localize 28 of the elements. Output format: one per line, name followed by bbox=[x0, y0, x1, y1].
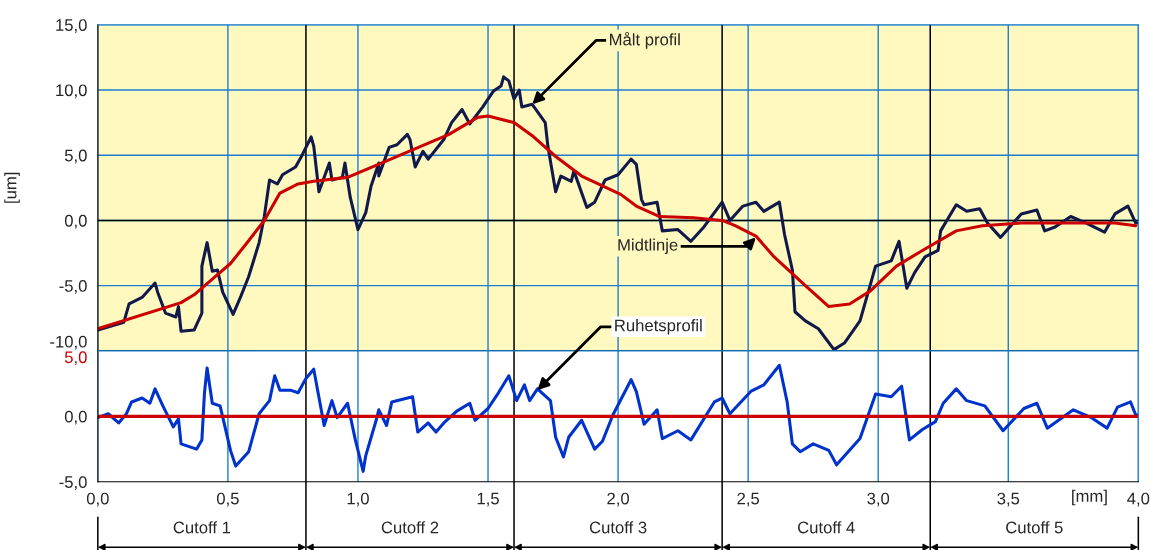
x-tick-label: 2,0 bbox=[607, 492, 630, 507]
x-tick-label: 0,5 bbox=[216, 492, 239, 507]
x-tick-label: 2,5 bbox=[737, 492, 760, 507]
y-tick-label: 5,0 bbox=[64, 149, 87, 164]
x-tick-label: 0,0 bbox=[86, 492, 109, 507]
x-tick-label: 3,5 bbox=[997, 492, 1020, 507]
y-tick-label: 15,0 bbox=[56, 19, 87, 33]
x-tick-label: 1,0 bbox=[347, 492, 369, 507]
y-tick-label: 10,0 bbox=[56, 84, 87, 99]
y-tick-label: 0,0 bbox=[64, 410, 87, 425]
y-tick-label: 5,0 bbox=[64, 351, 87, 366]
text: Cutoff 3 bbox=[589, 521, 647, 534]
annotation: Midtlinje bbox=[618, 238, 678, 255]
text: Cutoff 4 bbox=[798, 521, 855, 534]
text: Cutoff 2 bbox=[381, 521, 439, 534]
text: Cutoff 1 bbox=[173, 521, 231, 534]
y-tick-label: -10,0 bbox=[50, 335, 87, 350]
y-tick-label: 0,0 bbox=[64, 214, 87, 229]
annotation: Ruhetsprofil bbox=[615, 319, 702, 335]
annotation: Målt profil bbox=[610, 31, 680, 49]
y-tick-label: -5,0 bbox=[59, 476, 87, 490]
y-tick-label: -5,0 bbox=[59, 280, 87, 294]
text: Cutoff 5 bbox=[1006, 521, 1063, 534]
x-tick-label: 4,0 bbox=[1127, 492, 1150, 507]
x-tick-label: 1,5 bbox=[477, 492, 499, 507]
x-axis-title: [mm] bbox=[1072, 489, 1107, 506]
y-axis-title: [um] bbox=[4, 172, 20, 203]
x-tick-label: 3,0 bbox=[867, 492, 890, 507]
